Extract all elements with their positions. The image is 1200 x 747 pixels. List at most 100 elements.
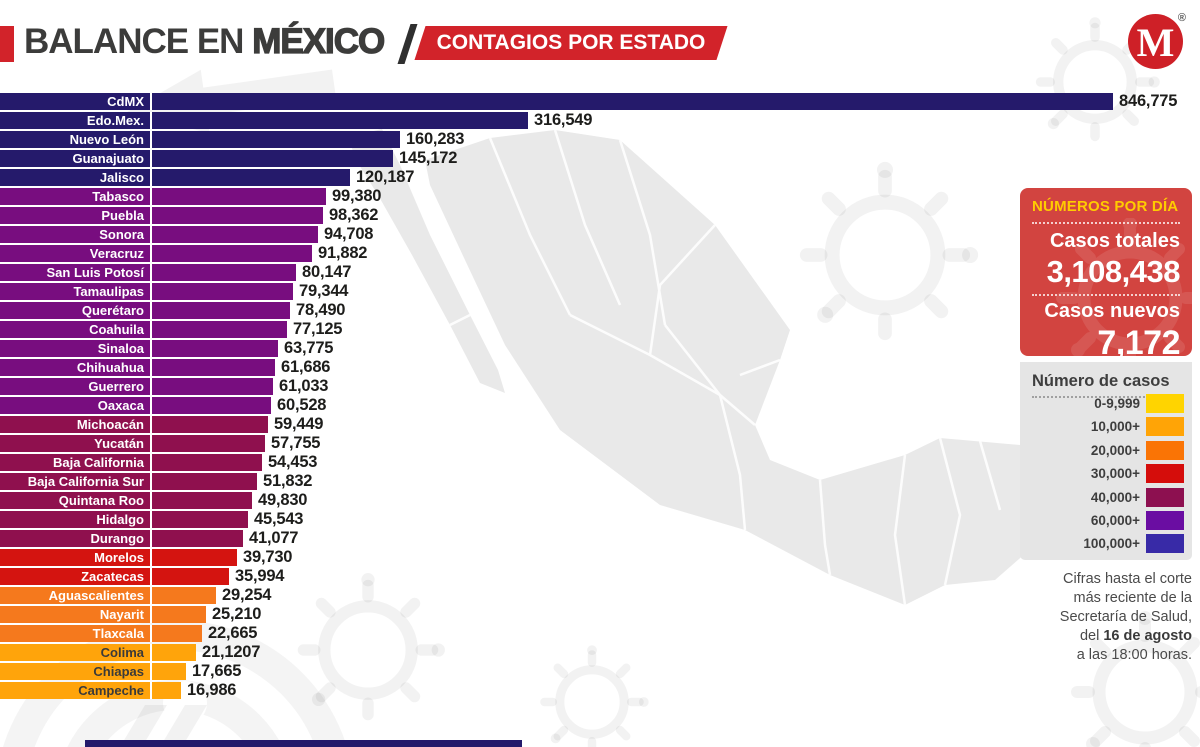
label-divider	[150, 587, 152, 604]
chart-row: Guanajuato 145,172	[0, 149, 1200, 167]
bottom-bar	[85, 740, 522, 747]
state-bar	[0, 416, 268, 433]
state-value: 145,172	[399, 149, 458, 167]
label-divider	[150, 568, 152, 585]
state-label: Querétaro	[81, 303, 144, 318]
chart-row: Coahuila 77,125	[0, 320, 1200, 338]
label-divider	[150, 625, 152, 642]
legend-swatch	[1146, 464, 1184, 484]
state-label: Tlaxcala	[92, 626, 144, 641]
label-divider	[150, 226, 152, 243]
title-highlight: MÉXICO	[252, 21, 386, 61]
panel-divider	[1032, 294, 1180, 296]
chart-row: Tlaxcala 22,665	[0, 624, 1200, 642]
label-divider	[150, 473, 152, 490]
chart-row: Sonora 94,708	[0, 225, 1200, 243]
legend-item: 30,000+	[1020, 464, 1192, 484]
chart-row: Chiapas 17,665	[0, 662, 1200, 680]
state-label: Sonora	[99, 227, 144, 242]
state-value: 54,453	[268, 453, 318, 471]
state-label: Coahuila	[89, 322, 144, 337]
state-bar	[0, 663, 186, 680]
state-value: 846,775	[1119, 92, 1178, 110]
state-value: 160,283	[406, 130, 465, 148]
state-label: Chihuahua	[76, 360, 144, 375]
state-label: Hidalgo	[96, 512, 144, 527]
state-label: Sinaloa	[97, 341, 144, 356]
chart-row: Guerrero 61,033	[0, 377, 1200, 395]
legend-item: 10,000+	[1020, 417, 1192, 437]
state-value: 91,882	[318, 244, 368, 262]
label-divider	[150, 321, 152, 338]
chart-row: Zacatecas 35,994	[0, 567, 1200, 585]
legend-swatch	[1146, 440, 1184, 460]
label-divider	[150, 454, 152, 471]
legend-label: 20,000+	[1090, 442, 1140, 458]
source-note-line: más reciente de la	[1073, 590, 1192, 606]
chart-row: Veracruz 91,882	[0, 244, 1200, 262]
state-label: Baja California Sur	[27, 474, 144, 489]
state-label: Michoacán	[76, 417, 144, 432]
state-value: 57,755	[271, 434, 321, 452]
state-bar	[0, 226, 318, 243]
source-note: Cifras hasta el corte más reciente de la…	[1000, 570, 1192, 665]
page-title: BALANCE EN MÉXICO	[24, 21, 386, 62]
state-value: 79,344	[299, 282, 349, 300]
state-label: Morelos	[94, 550, 144, 565]
label-divider	[150, 397, 152, 414]
label-divider	[150, 492, 152, 509]
label-divider	[150, 283, 152, 300]
state-value: 61,033	[279, 377, 329, 395]
label-divider	[150, 207, 152, 224]
state-bar	[0, 321, 287, 338]
numbers-panel: NÚMEROS POR DÍA Casos totales 3,108,438 …	[1020, 188, 1192, 356]
state-bar	[0, 169, 350, 186]
cutoff-date: 16 de agosto	[1103, 628, 1192, 644]
state-label: Veracruz	[89, 246, 144, 261]
legend-swatch	[1146, 534, 1184, 554]
state-bar	[0, 454, 262, 471]
chart-row: Puebla 98,362	[0, 206, 1200, 224]
chart-row: Campeche 16,986	[0, 681, 1200, 699]
source-note-line: a las 18:00 horas.	[1076, 647, 1192, 663]
legend-label: 30,000+	[1090, 466, 1140, 482]
legend-swatch	[1146, 511, 1184, 530]
chart-row: Quintana Roo 49,830	[0, 491, 1200, 509]
state-value: 98,362	[329, 206, 379, 224]
state-bar	[0, 93, 1113, 110]
state-label: Tabasco	[92, 189, 144, 204]
state-bar	[0, 302, 290, 319]
chart-row: Yucatán 57,755	[0, 434, 1200, 452]
state-value: 29,254	[222, 586, 272, 604]
header-accent	[0, 26, 14, 62]
state-bar	[0, 359, 275, 376]
label-divider	[150, 112, 152, 129]
state-bar	[0, 245, 312, 262]
state-bar	[0, 397, 271, 414]
state-bar	[0, 340, 278, 357]
state-value: 21,1207	[202, 643, 261, 661]
label-divider	[150, 150, 152, 167]
state-label: Quintana Roo	[58, 493, 144, 508]
label-divider	[150, 511, 152, 528]
label-divider	[150, 131, 152, 148]
chart-row: Baja California Sur 51,832	[0, 472, 1200, 490]
state-value: 99,380	[332, 187, 382, 205]
state-value: 59,449	[274, 415, 324, 433]
state-bar	[0, 264, 296, 281]
numbers-panel-title: NÚMEROS POR DÍA	[1032, 198, 1180, 224]
state-label: Edo.Mex.	[86, 113, 144, 128]
state-label: Yucatán	[94, 436, 144, 451]
state-value: 94,708	[324, 225, 374, 243]
state-value: 25,210	[212, 605, 262, 623]
legend-title: Número de casos	[1032, 372, 1180, 398]
chart-row: Querétaro 78,490	[0, 301, 1200, 319]
state-value: 45,543	[254, 510, 304, 528]
state-value: 316,549	[534, 111, 593, 129]
state-bar	[0, 378, 273, 395]
label-divider	[150, 188, 152, 205]
legend-item: 0-9,999	[1020, 394, 1192, 413]
state-value: 49,830	[258, 491, 308, 509]
state-bar	[0, 435, 265, 452]
label-divider	[150, 435, 152, 452]
